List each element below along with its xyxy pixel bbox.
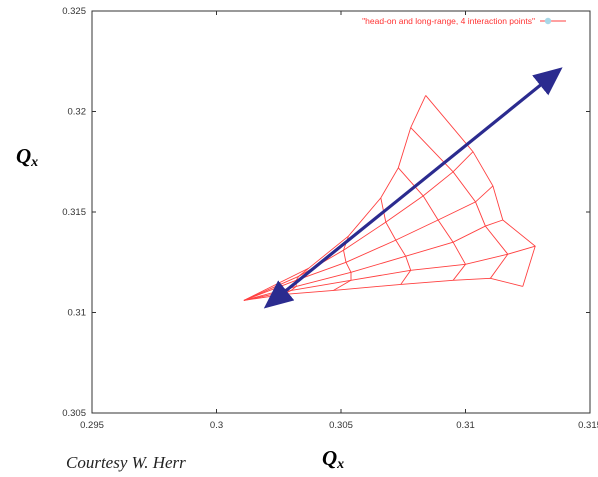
x-tick-label-2: 0.305 — [329, 420, 353, 431]
legend-marker — [544, 17, 552, 25]
axis-ticks: 0.295 0.3 0.305 0.31 0.315 0.305 0.31 0.315 0.32… — [62, 6, 598, 431]
legend-label: "head-on and long-range, 4 interaction p… — [362, 16, 535, 26]
x-tick-label-0: 0.295 — [80, 420, 104, 431]
y-tick-label-4: 0.325 — [62, 6, 86, 17]
arrow-annotation — [263, 67, 563, 309]
y-tick-label-1: 0.31 — [68, 308, 87, 319]
legend: "head-on and long-range, 4 interaction p… — [362, 16, 566, 26]
double-arrow-0 — [263, 67, 563, 309]
credit-text: Courtesy W. Herr — [66, 453, 186, 472]
y-tick-label-2: 0.315 — [62, 207, 86, 218]
x-tick-label-3: 0.31 — [456, 420, 475, 431]
y-tick-label-3: 0.32 — [68, 107, 87, 118]
y-axis-label: Qx — [16, 144, 38, 170]
x-axis-label: Qx — [322, 446, 344, 472]
x-tick-label-4: 0.315 — [578, 420, 598, 431]
y-tick-label-0: 0.305 — [62, 408, 86, 419]
x-tick-label-1: 0.3 — [210, 420, 223, 431]
plot-frame — [91, 10, 591, 414]
